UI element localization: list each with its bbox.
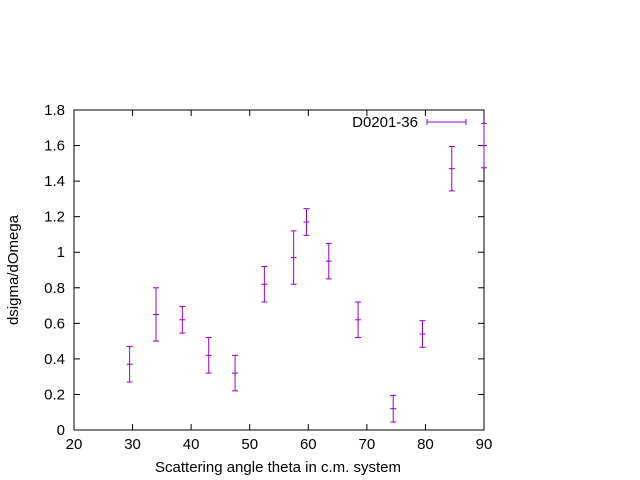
data-point [290,230,297,285]
y-tick-label: 0 [57,422,65,439]
data-point [419,320,426,348]
y-axis-label: dsigma/dOmega [5,214,22,325]
x-tick-label: 50 [241,436,258,453]
x-tick-label: 80 [417,436,434,453]
x-tick-label: 70 [359,436,376,453]
x-tick-label: 30 [124,436,141,453]
data-point [325,242,332,280]
y-tick-label: 1.4 [44,173,65,190]
data-point [303,208,310,236]
data-point [390,394,397,423]
data-points [126,122,487,423]
data-point [153,287,159,342]
x-tick-label: 90 [476,436,493,453]
plot-frame [73,109,485,431]
y-tick-label: 1 [57,244,65,261]
data-point [481,122,487,169]
x-tick-label: 60 [300,436,317,453]
y-tick-label: 1.2 [44,209,65,226]
data-point [261,265,268,303]
y-tick-label: 0.4 [44,351,65,368]
data-point [205,337,212,374]
x-axis-label: Scattering angle theta in c.m. system [155,459,401,476]
tick-marks: 20 30 40 50 60 70 80 90 0 0.2 0.4 0.6 0.8 1 1.2 1.4 1.6 1… [44,102,492,453]
data-point [448,145,455,192]
legend-label: D0201-36 [352,114,418,131]
data-point [355,301,362,339]
data-point [179,305,186,334]
x-tick-label: 20 [66,436,83,453]
data-point [126,345,133,383]
y-tick-label: 0.2 [44,386,65,403]
y-tick-label: 0.6 [44,315,65,332]
y-tick-label: 1.8 [44,102,65,119]
axes [73,109,485,431]
y-tick-label: 1.6 [44,138,65,155]
legend: D0201-36 [352,114,467,131]
x-tick-label: 40 [183,436,200,453]
data-point [232,354,239,392]
y-tick-label: 0.8 [44,280,65,297]
